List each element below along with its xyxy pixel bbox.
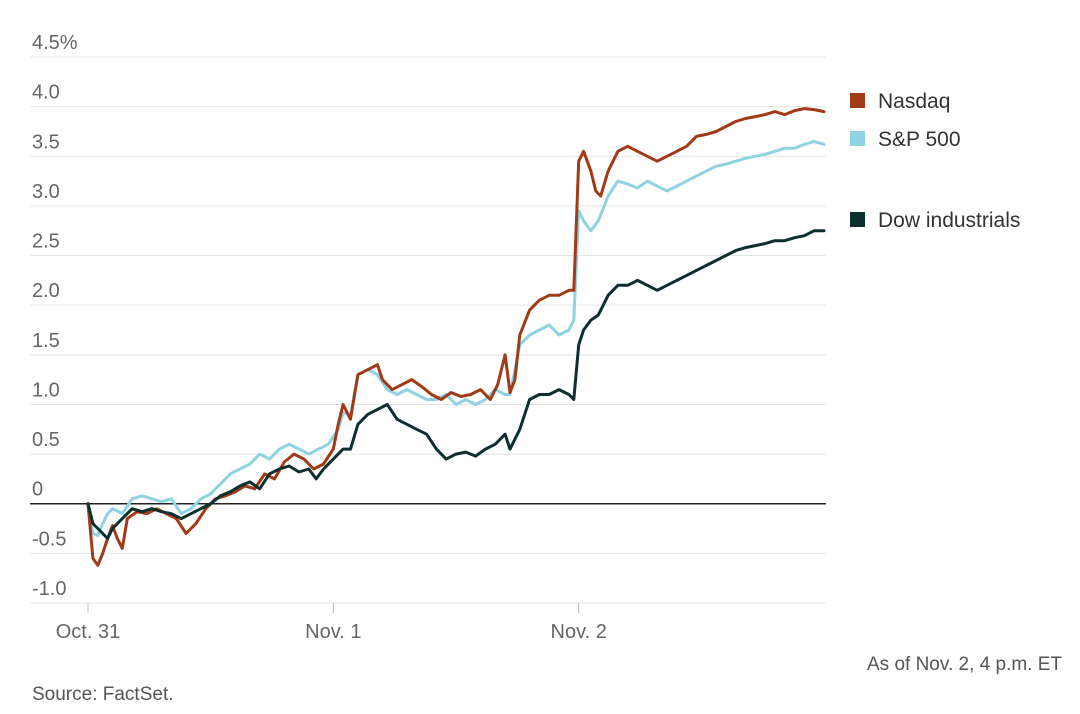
legend-swatch-s-p-500 xyxy=(850,131,865,146)
x-tick-label: Oct. 31 xyxy=(56,621,120,643)
y-tick-label: -1.0 xyxy=(32,578,66,600)
y-tick-label: 2.5 xyxy=(32,231,60,253)
y-tick-label: 0 xyxy=(32,479,43,501)
legend-label-nasdaq: Nasdaq xyxy=(878,90,950,113)
source-note: Source: FactSet. xyxy=(32,684,174,705)
legend-label-dow-industrials: Dow industrials xyxy=(878,209,1020,232)
y-tick-label: 4.0 xyxy=(32,82,60,104)
y-tick-label: 1.0 xyxy=(32,379,60,401)
y-tick-label: 3.0 xyxy=(32,181,60,203)
series-line-dow-industrials xyxy=(86,229,826,540)
x-tick-label: Nov. 1 xyxy=(305,621,361,643)
x-tick-label: Nov. 2 xyxy=(551,621,607,643)
y-tick-label: -0.5 xyxy=(32,528,66,550)
legend-swatch-nasdaq xyxy=(850,93,865,108)
y-tick-label: 3.5 xyxy=(32,131,60,153)
gridlines xyxy=(30,56,826,604)
legend-swatch-dow-industrials xyxy=(850,212,865,227)
series-line-nasdaq xyxy=(86,107,826,567)
y-tick-label: 1.5 xyxy=(32,330,60,352)
series-line-s-p-500 xyxy=(86,139,826,537)
y-tick-label: 4.5% xyxy=(32,32,78,54)
series-lines xyxy=(86,107,826,567)
x-axis: Oct. 31 Nov. 1 Nov. 2 xyxy=(56,603,607,643)
y-tick-label: 0.5 xyxy=(32,429,60,451)
y-tick-label: 2.0 xyxy=(32,280,60,302)
legend-label-s-p-500: S&P 500 xyxy=(878,128,961,151)
timestamp-note: As of Nov. 2, 4 p.m. ET xyxy=(867,654,1062,675)
y-axis: 4.5% 4.0 3.5 3.0 2.5 2.0 1.5 1.0 0.5 0 -0.5 -1.0 xyxy=(32,32,78,600)
legend: Nasdaq S&P 500 Dow industrials xyxy=(850,90,1020,232)
